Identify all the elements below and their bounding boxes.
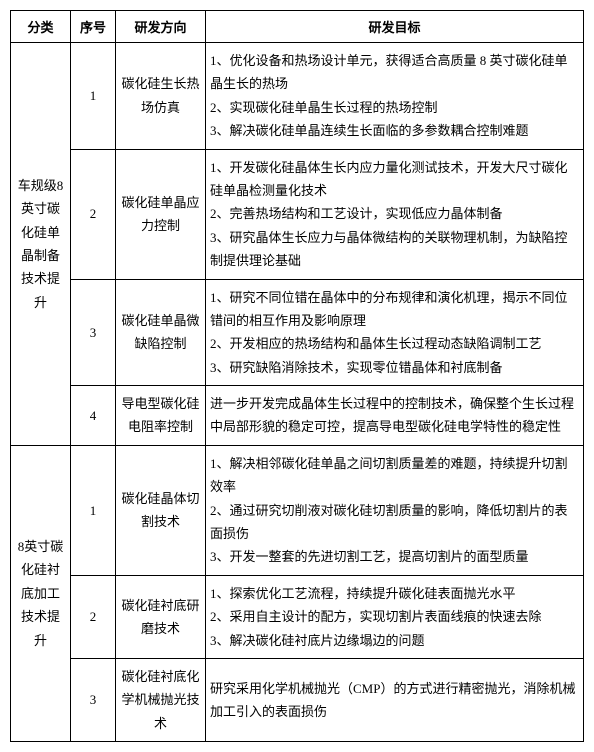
- goal-item: 3、解决碳化硅单晶连续生长面临的多参数耦合控制难题: [210, 119, 579, 142]
- seq-cell: 2: [71, 575, 116, 658]
- goal-item: 1、优化设备和热场设计单元，获得适合高质量 8 英寸碳化硅单晶生长的热场: [210, 49, 579, 96]
- category-cell: 8英寸碳化硅衬底加工技术提升: [11, 445, 71, 741]
- goal-item: 2、实现碳化硅单晶生长过程的热场控制: [210, 96, 579, 119]
- seq-cell: 2: [71, 149, 116, 279]
- goal-cell: 1、开发碳化硅晶体生长内应力量化测试技术，开发大尺寸碳化硅单晶检测量化技术2、完…: [206, 149, 584, 279]
- direction-cell: 碳化硅单晶应力控制: [116, 149, 206, 279]
- goal-item: 1、开发碳化硅晶体生长内应力量化测试技术，开发大尺寸碳化硅单晶检测量化技术: [210, 156, 579, 203]
- goal-item: 研究采用化学机械抛光（CMP）的方式进行精密抛光，消除机械加工引入的表面损伤: [210, 677, 579, 724]
- goal-item: 2、开发相应的热场结构和晶体生长过程动态缺陷调制工艺: [210, 332, 579, 355]
- goal-item: 3、解决碳化硅衬底片边缘塌边的问题: [210, 629, 579, 652]
- goal-item: 1、解决相邻碳化硅单晶之间切割质量差的难题，持续提升切割效率: [210, 452, 579, 499]
- header-seq: 序号: [71, 11, 116, 43]
- header-category: 分类: [11, 11, 71, 43]
- table-row: 8英寸碳化硅衬底加工技术提升1碳化硅晶体切割技术1、解决相邻碳化硅单晶之间切割质…: [11, 445, 584, 575]
- goal-item: 2、采用自主设计的配方，实现切割片表面线痕的快速去除: [210, 605, 579, 628]
- goal-item: 2、完善热场结构和工艺设计，实现低应力晶体制备: [210, 202, 579, 225]
- goal-item: 3、开发一整套的先进切割工艺，提高切割片的面型质量: [210, 545, 579, 568]
- direction-cell: 碳化硅衬底研磨技术: [116, 575, 206, 658]
- table-row: 2碳化硅单晶应力控制1、开发碳化硅晶体生长内应力量化测试技术，开发大尺寸碳化硅单…: [11, 149, 584, 279]
- goal-cell: 进一步开发完成晶体生长过程中的控制技术，确保整个生长过程中局部形貌的稳定可控，提…: [206, 386, 584, 446]
- table-header-row: 分类 序号 研发方向 研发目标: [11, 11, 584, 43]
- direction-cell: 导电型碳化硅电阻率控制: [116, 386, 206, 446]
- seq-cell: 4: [71, 386, 116, 446]
- table-row: 车规级8英寸碳化硅单晶制备技术提升1碳化硅生长热场仿真1、优化设备和热场设计单元…: [11, 43, 584, 150]
- goal-cell: 1、解决相邻碳化硅单晶之间切割质量差的难题，持续提升切割效率2、通过研究切削液对…: [206, 445, 584, 575]
- goal-cell: 1、探索优化工艺流程，持续提升碳化硅表面抛光水平2、采用自主设计的配方，实现切割…: [206, 575, 584, 658]
- goal-item: 3、研究缺陷消除技术，实现零位错晶体和衬底制备: [210, 356, 579, 379]
- goal-item: 1、探索优化工艺流程，持续提升碳化硅表面抛光水平: [210, 582, 579, 605]
- table-row: 2碳化硅衬底研磨技术1、探索优化工艺流程，持续提升碳化硅表面抛光水平2、采用自主…: [11, 575, 584, 658]
- header-goal: 研发目标: [206, 11, 584, 43]
- goal-cell: 研究采用化学机械抛光（CMP）的方式进行精密抛光，消除机械加工引入的表面损伤: [206, 658, 584, 741]
- table-row: 3碳化硅单晶微缺陷控制1、研究不同位错在晶体中的分布规律和演化机理，揭示不同位错…: [11, 279, 584, 386]
- seq-cell: 1: [71, 43, 116, 150]
- goal-item: 2、通过研究切削液对碳化硅切割质量的影响，降低切割片的表面损伤: [210, 499, 579, 546]
- direction-cell: 碳化硅生长热场仿真: [116, 43, 206, 150]
- header-direction: 研发方向: [116, 11, 206, 43]
- direction-cell: 碳化硅衬底化学机械抛光技术: [116, 658, 206, 741]
- seq-cell: 1: [71, 445, 116, 575]
- goal-cell: 1、优化设备和热场设计单元，获得适合高质量 8 英寸碳化硅单晶生长的热场2、实现…: [206, 43, 584, 150]
- goal-item: 进一步开发完成晶体生长过程中的控制技术，确保整个生长过程中局部形貌的稳定可控，提…: [210, 392, 579, 439]
- table-row: 4导电型碳化硅电阻率控制进一步开发完成晶体生长过程中的控制技术，确保整个生长过程…: [11, 386, 584, 446]
- goal-item: 1、研究不同位错在晶体中的分布规律和演化机理，揭示不同位错间的相互作用及影响原理: [210, 286, 579, 333]
- direction-cell: 碳化硅晶体切割技术: [116, 445, 206, 575]
- goal-item: 3、研究晶体生长应力与晶体微结构的关联物理机制，为缺陷控制提供理论基础: [210, 226, 579, 273]
- category-cell: 车规级8英寸碳化硅单晶制备技术提升: [11, 43, 71, 446]
- rd-table: 分类 序号 研发方向 研发目标 车规级8英寸碳化硅单晶制备技术提升1碳化硅生长热…: [10, 10, 584, 742]
- table-row: 3碳化硅衬底化学机械抛光技术研究采用化学机械抛光（CMP）的方式进行精密抛光，消…: [11, 658, 584, 741]
- direction-cell: 碳化硅单晶微缺陷控制: [116, 279, 206, 386]
- goal-cell: 1、研究不同位错在晶体中的分布规律和演化机理，揭示不同位错间的相互作用及影响原理…: [206, 279, 584, 386]
- seq-cell: 3: [71, 658, 116, 741]
- seq-cell: 3: [71, 279, 116, 386]
